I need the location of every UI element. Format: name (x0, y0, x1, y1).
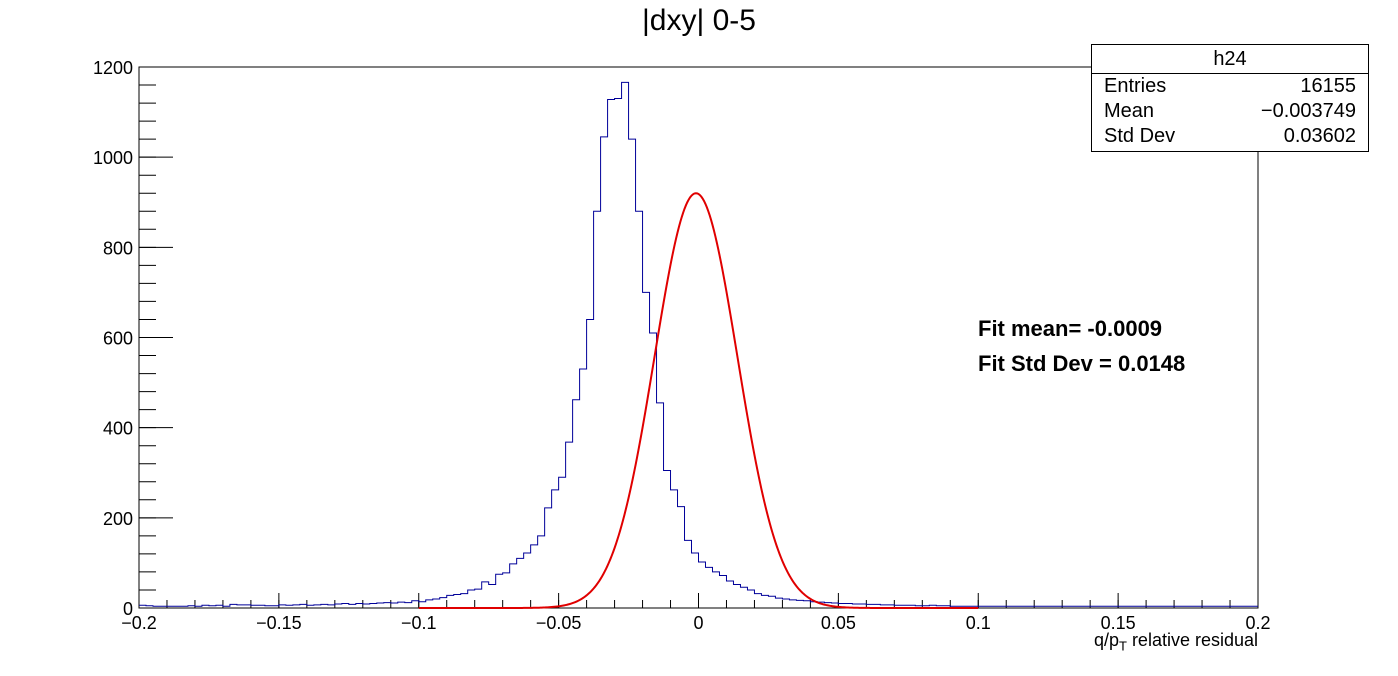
x-axis-title-main: q/p (1093, 630, 1119, 650)
x-tick-label: −0.05 (536, 613, 582, 633)
histogram-series (139, 81, 1258, 607)
stats-row-mean: Mean −0.003749 (1092, 99, 1368, 124)
y-tick-label: 200 (103, 509, 133, 529)
stats-box-name: h24 (1092, 45, 1368, 74)
y-tick-label: 0 (123, 599, 133, 619)
x-tick-label: −0.1 (401, 613, 437, 633)
x-tick-label: 0.15 (1101, 613, 1136, 633)
x-tick-label: 0.05 (821, 613, 856, 633)
fit-curve (418, 192, 979, 609)
stats-row-stddev: Std Dev 0.03602 (1092, 124, 1368, 149)
y-tick-label: 600 (103, 329, 133, 349)
y-tick-label: 400 (103, 419, 133, 439)
stats-row-entries: Entries 16155 (1092, 74, 1368, 99)
stats-value: 16155 (1300, 75, 1356, 97)
histogram-layer (139, 81, 1258, 607)
stats-value: −0.003749 (1260, 100, 1356, 122)
y-tick-label: 1000 (93, 148, 133, 168)
stats-value: 0.03602 (1283, 125, 1356, 147)
chart-title: |dxy| 0-5 (642, 4, 756, 37)
x-tick-label: 0.2 (1245, 613, 1270, 633)
stats-label: Entries (1104, 75, 1167, 97)
fit-mean-text: Fit mean= -0.0009 (978, 316, 1163, 341)
fit-layer (418, 192, 979, 609)
stats-box: h24 Entries 16155 Mean −0.003749 Std Dev… (1091, 44, 1369, 152)
stats-label: Mean (1104, 100, 1155, 122)
x-tick-label: 0 (693, 613, 703, 633)
x-axis-title: q/pT relative residual (1094, 630, 1258, 654)
x-axis-title-subscript: T (1118, 638, 1127, 654)
x-axis-title-suffix: relative residual (1126, 630, 1258, 650)
x-tick-label: −0.15 (256, 613, 302, 633)
x-tick-label: 0.1 (966, 613, 991, 633)
axes: −0.2 −0.15 −0.1 −0.05 0 0.05 0.1 0.15 0.2 0 200 400… (93, 58, 1271, 633)
x-tick-label: −0.2 (121, 613, 157, 633)
y-tick-label: 800 (103, 238, 133, 258)
fit-stddev-text: Fit Std Dev = 0.0148 (978, 351, 1186, 376)
stats-label: Std Dev (1104, 125, 1176, 147)
y-tick-label: 1200 (93, 58, 133, 78)
